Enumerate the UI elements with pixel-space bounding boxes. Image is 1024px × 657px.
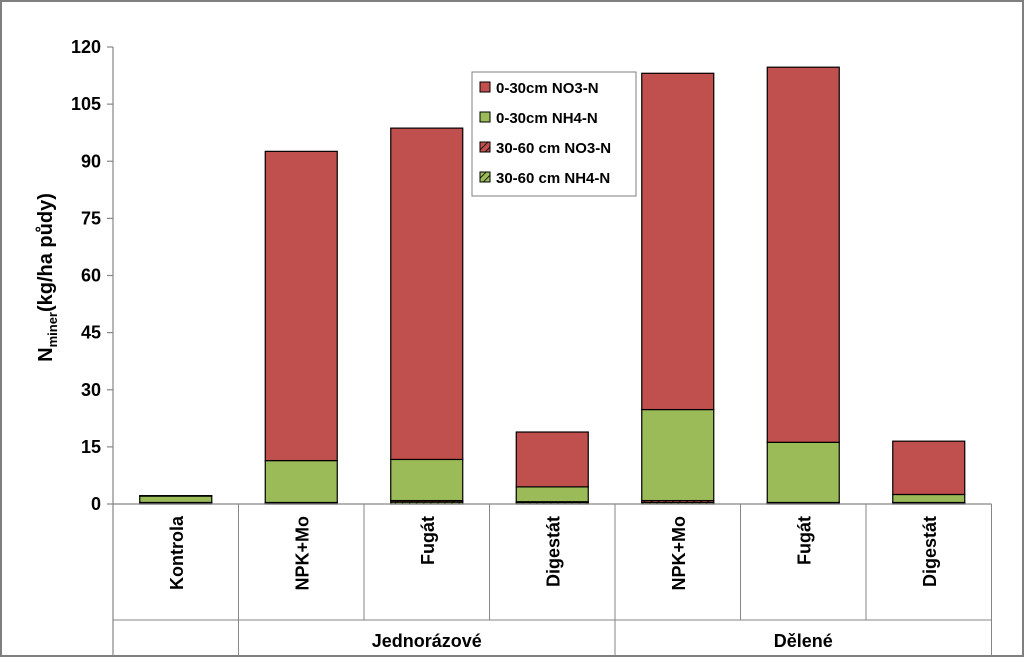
bar-segment-0-30cm-no3-n [892,440,966,496]
bar-segment-0-30cm-no3-n [515,431,589,488]
legend-label: 0-30cm NO3-N [496,80,599,97]
y-tick-label: 120 [71,37,101,57]
category-label: NPK+Mo [292,516,312,591]
category-label: Fugát [418,516,438,565]
bar-segment-0-30cm-nh4-n [892,493,966,504]
category-label: Kontrola [167,515,187,590]
y-axis-title: Nminer(kg/ha půdy) [35,193,60,362]
y-tick-label: 30 [81,380,101,400]
legend-label: 30-60 cm NH4-N [496,170,610,187]
category-label: Digestát [920,516,940,587]
bar-segment-0-30cm-nh4-n [641,408,715,502]
legend-label: 30-60 cm NO3-N [496,140,611,157]
bar-segment-0-30cm-nh4-n [515,486,589,503]
legend-swatch [479,111,491,123]
group-label: Dělené [774,631,833,651]
y-tick-label: 15 [81,437,101,457]
legend-swatch [479,81,491,93]
bar-segment-0-30cm-no3-n [766,66,840,443]
y-tick-label: 105 [71,94,101,114]
plot-area: 0 15 30 45 60 75 90 105 120 Nminer(kg/ha půdy) Kon… [35,37,992,656]
bar-segment-0-30cm-no3-n [641,72,715,411]
y-tick-label: 45 [81,323,101,343]
legend-box [471,71,637,197]
y-tick-label: 75 [81,208,101,228]
bar-segment-0-30cm-nh4-n [390,458,464,502]
y-tick-label: 60 [81,266,101,286]
legend-label: 0-30cm NH4-N [496,110,598,127]
category-label: NPK+Mo [669,516,689,591]
legend-swatch [479,171,491,183]
group-label: Jednorázové [372,631,482,651]
bar-segment-0-30cm-no3-n [264,150,338,462]
bar-segment-0-30cm-nh4-n [264,459,338,504]
bar-segment-0-30cm-nh4-n [139,495,213,504]
bar-segment-0-30cm-no3-n [390,127,464,461]
bar-segment-0-30cm-no3-n [139,495,213,497]
legend-swatch [479,141,491,153]
legend: 0-30cm NO3-N 0-30cm NH4-N 30-60 cm NO3-N 30… [471,71,637,197]
category-label: Fugát [794,516,814,565]
y-tick-label: 0 [91,494,101,514]
category-label: Digestát [543,516,563,587]
y-tick-label: 90 [81,151,101,171]
bar-segment-0-30cm-nh4-n [766,441,840,504]
